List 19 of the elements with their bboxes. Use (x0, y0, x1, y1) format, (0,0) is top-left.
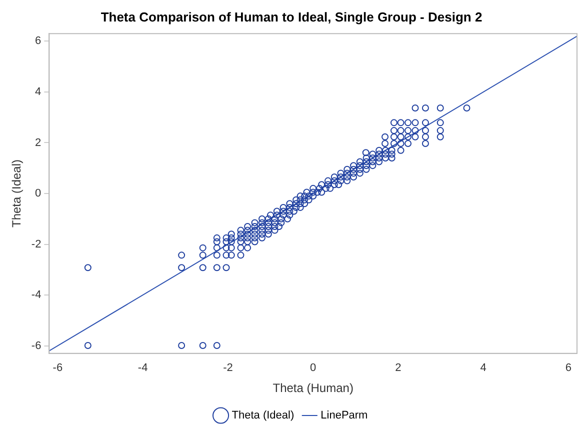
x-axis-title: Theta (Human) (272, 381, 354, 396)
x-tick-label: -6 (52, 362, 63, 374)
y-axis-title: Theta (Ideal) (10, 159, 24, 228)
x-tick-label: -2 (223, 362, 233, 374)
y-tick-label: 0 (35, 188, 42, 200)
y-tick-label: -2 (31, 238, 42, 250)
x-tick-label: 6 (565, 362, 572, 374)
legend-label: LineParm (320, 410, 368, 422)
y-tick-label: 6 (35, 35, 42, 48)
legend-label: Theta (Ideal) (232, 410, 294, 422)
x-tick-label: 2 (395, 362, 402, 374)
y-tick-label: 2 (35, 136, 42, 149)
y-tick-label: -4 (31, 289, 42, 302)
chart-title: Theta Comparison of Human to Ideal, Single Group - Design 2 (100, 9, 482, 24)
y-tick-label: -6 (31, 340, 42, 352)
x-tick-label: 4 (480, 362, 486, 374)
x-tick-label: -4 (138, 362, 148, 374)
y-tick-label: 4 (35, 86, 42, 98)
x-tick-label: 0 (310, 362, 316, 374)
